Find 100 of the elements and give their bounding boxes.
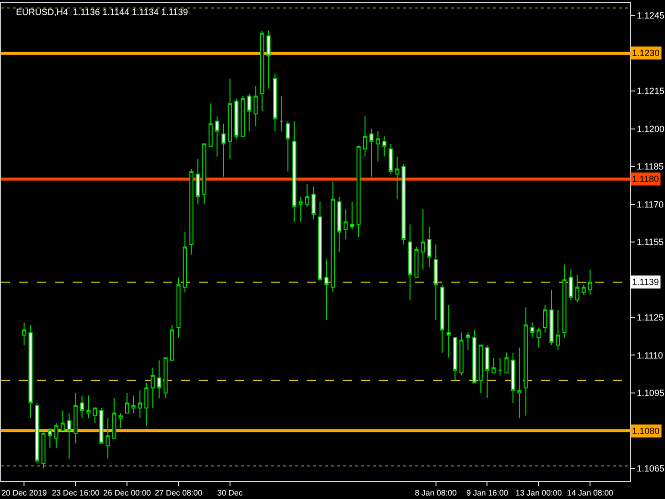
candlestick xyxy=(311,186,316,220)
candlestick xyxy=(562,264,566,338)
candlestick xyxy=(99,408,104,444)
ref-line-label: 1.1180 xyxy=(632,174,659,184)
candlestick xyxy=(318,201,322,280)
candlestick xyxy=(279,96,284,132)
candlestick xyxy=(215,116,220,157)
candlestick xyxy=(228,78,232,160)
candlestick xyxy=(440,284,444,354)
y-tick-label: 1.1125 xyxy=(636,312,664,323)
candlestick xyxy=(472,330,476,384)
candlestick xyxy=(189,168,194,256)
candlestick xyxy=(112,397,116,439)
y-tick-label: 1.1170 xyxy=(636,199,664,210)
candlestick xyxy=(131,394,136,414)
x-tick-label: 13 Jan 00:00 xyxy=(516,488,562,498)
candlestick xyxy=(92,408,97,424)
candlestick xyxy=(510,352,516,404)
candlestick xyxy=(452,337,458,381)
x-tick-label: 26 Dec 00:00 xyxy=(103,488,152,498)
candlestick xyxy=(34,402,40,464)
candlestick xyxy=(196,158,200,205)
candlestick xyxy=(402,164,406,246)
y-tick-label: 1.1095 xyxy=(636,388,664,398)
candlestick xyxy=(517,347,522,419)
candlestick xyxy=(446,304,451,358)
candlestick xyxy=(272,72,278,132)
candlestick xyxy=(420,208,425,270)
candlestick xyxy=(568,269,573,300)
candlestick xyxy=(182,231,188,293)
candlestick xyxy=(298,196,303,222)
x-tick-label: 9 Jan 16:00 xyxy=(466,488,509,498)
candlestick xyxy=(530,322,534,338)
candlestick xyxy=(28,324,33,419)
candlestick xyxy=(202,143,206,205)
candlestick xyxy=(305,184,310,208)
y-tick-label: 1.1215 xyxy=(636,86,664,96)
candlestick xyxy=(395,156,400,200)
candlestick xyxy=(376,130,380,162)
candlestick xyxy=(247,93,252,132)
candlestick xyxy=(588,269,592,296)
x-tick-label: 23 Dec 16:00 xyxy=(52,488,100,498)
candlestick xyxy=(524,306,528,416)
candlestick xyxy=(41,432,46,469)
x-tick-label: 30 Dec xyxy=(217,488,243,498)
candlestick xyxy=(466,332,470,351)
candlestick xyxy=(485,344,490,398)
candlestick xyxy=(221,123,226,178)
candlestick xyxy=(356,146,361,238)
candlestick xyxy=(60,410,65,432)
candlestick xyxy=(434,244,438,320)
candlestick xyxy=(414,246,419,278)
candlestick xyxy=(157,360,162,398)
candlestick xyxy=(176,276,181,338)
candlestick xyxy=(22,322,26,346)
candlestick xyxy=(427,226,432,268)
candlestick xyxy=(478,344,483,394)
candlestick xyxy=(150,367,155,409)
candlestick xyxy=(292,120,296,222)
candlestick xyxy=(286,120,290,172)
candlestick xyxy=(498,357,502,376)
candlestick xyxy=(86,394,91,419)
ref-line-label: 1.1139 xyxy=(632,277,659,287)
candlestick xyxy=(164,357,168,398)
x-tick-label: 14 Jan 08:00 xyxy=(566,488,614,498)
candlestick xyxy=(266,30,271,90)
x-tick-label: 27 Dec 08:00 xyxy=(154,488,203,498)
y-tick-label: 1.1185 xyxy=(636,162,664,172)
candlestick xyxy=(369,128,374,178)
candlestick xyxy=(138,390,142,419)
y-tick-label: 1.1155 xyxy=(636,237,664,248)
ref-line-label: 1.1080 xyxy=(632,426,660,436)
candlestick xyxy=(48,428,52,449)
candlestick xyxy=(254,86,258,127)
candlestick xyxy=(556,309,560,351)
candlestick xyxy=(144,382,148,426)
ref-line-label: 1.1230 xyxy=(632,48,660,58)
candlestick xyxy=(74,392,78,444)
candlestick xyxy=(504,352,509,374)
candlestick xyxy=(260,30,264,112)
candlestick xyxy=(459,332,464,376)
y-tick-label: 1.1065 xyxy=(636,464,664,474)
candlestick xyxy=(575,274,580,303)
candlestick xyxy=(330,181,335,293)
candlestick xyxy=(582,284,586,296)
x-tick-label: 20 Dec 2019 xyxy=(1,488,48,498)
candlestick xyxy=(408,224,412,300)
candlestick xyxy=(240,96,245,137)
y-tick-label: 1.1245 xyxy=(636,10,664,21)
candlestick xyxy=(124,392,130,414)
candlestick xyxy=(362,116,368,157)
candlestick xyxy=(388,143,393,175)
y-tick-label: 1.1110 xyxy=(636,350,664,360)
chart-title: EURUSD,H4 1.1136 1.1144 1.1134 1.1139 xyxy=(16,7,188,17)
candlestick xyxy=(234,98,238,140)
y-tick-label: 1.1200 xyxy=(636,124,664,134)
x-tick-label: 8 Jan 08:00 xyxy=(414,488,458,498)
candlestick xyxy=(549,289,554,346)
candlestick xyxy=(344,208,348,240)
candlestick xyxy=(208,103,213,147)
